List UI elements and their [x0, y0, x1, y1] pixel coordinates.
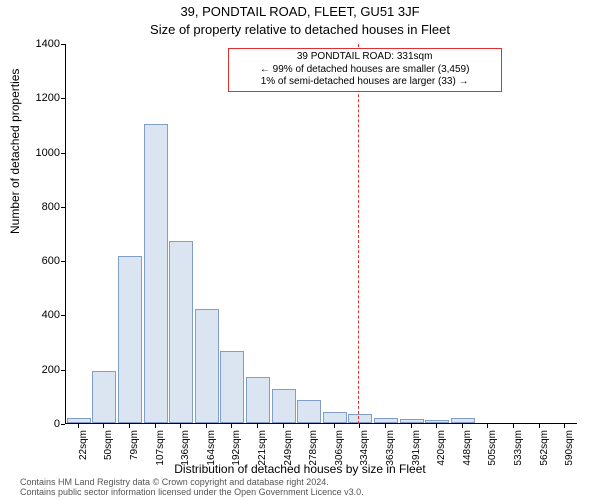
chart-title-line2: Size of property relative to detached ho…	[0, 22, 600, 37]
annotation-line2: ← 99% of detached houses are smaller (3,…	[235, 64, 495, 77]
x-tick-mark	[513, 424, 514, 428]
y-tick-mark	[61, 424, 65, 425]
chart-title-line1: 39, PONDTAIL ROAD, FLEET, GU51 3JF	[0, 4, 600, 19]
histogram-bar	[144, 124, 168, 423]
y-tick-label: 600	[20, 255, 60, 267]
x-tick-mark	[283, 424, 284, 428]
histogram-bar	[425, 420, 449, 423]
histogram-chart: 39, PONDTAIL ROAD, FLEET, GU51 3JF Size …	[0, 0, 600, 500]
x-tick-mark	[129, 424, 130, 428]
y-tick-label: 200	[20, 364, 60, 376]
histogram-bar	[374, 418, 398, 423]
histogram-bar	[92, 371, 116, 423]
x-tick-mark	[180, 424, 181, 428]
footer-line2: Contains public sector information licen…	[20, 488, 364, 498]
x-tick-mark	[257, 424, 258, 428]
y-tick-label: 0	[20, 418, 60, 430]
x-tick-mark	[155, 424, 156, 428]
bars-container	[66, 44, 577, 423]
x-tick-mark	[436, 424, 437, 428]
histogram-bar	[195, 309, 219, 423]
histogram-bar	[323, 412, 347, 423]
footer-attribution: Contains HM Land Registry data © Crown c…	[20, 478, 364, 498]
x-tick-mark	[539, 424, 540, 428]
plot-area: 39 PONDTAIL ROAD: 331sqm ← 99% of detach…	[65, 44, 577, 424]
x-axis-label: Distribution of detached houses by size …	[0, 462, 600, 476]
histogram-bar	[400, 419, 424, 423]
annotation-line1: 39 PONDTAIL ROAD: 331sqm	[235, 51, 495, 64]
x-tick-mark	[359, 424, 360, 428]
y-tick-label: 1200	[20, 92, 60, 104]
x-tick-mark	[206, 424, 207, 428]
annotation-line3: 1% of semi-detached houses are larger (3…	[235, 76, 495, 89]
histogram-bar	[348, 414, 372, 424]
x-tick-mark	[308, 424, 309, 428]
histogram-bar	[451, 418, 475, 423]
x-tick-mark	[231, 424, 232, 428]
x-tick-mark	[564, 424, 565, 428]
y-tick-label: 800	[20, 201, 60, 213]
annotation-box: 39 PONDTAIL ROAD: 331sqm ← 99% of detach…	[228, 48, 502, 92]
histogram-bar	[297, 400, 321, 423]
histogram-bar	[272, 389, 296, 423]
x-tick-mark	[462, 424, 463, 428]
y-tick-label: 1400	[20, 38, 60, 50]
x-tick-mark	[103, 424, 104, 428]
x-tick-mark	[334, 424, 335, 428]
x-tick-mark	[487, 424, 488, 428]
x-tick-mark	[411, 424, 412, 428]
y-tick-label: 1000	[20, 147, 60, 159]
histogram-bar	[118, 256, 142, 423]
histogram-bar	[220, 351, 244, 423]
histogram-bar	[169, 241, 193, 423]
histogram-bar	[67, 418, 91, 423]
x-tick-mark	[385, 424, 386, 428]
histogram-bar	[246, 377, 270, 423]
y-tick-label: 400	[20, 309, 60, 321]
value-marker-line	[358, 44, 359, 424]
x-tick-mark	[78, 424, 79, 428]
